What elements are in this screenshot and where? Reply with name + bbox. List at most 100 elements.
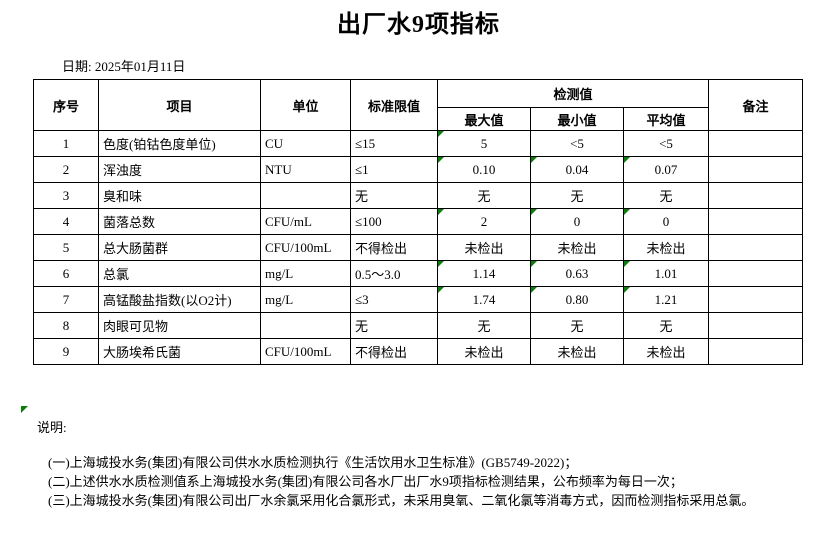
cell-text: 菌落总数 — [103, 215, 156, 230]
cell-flag-triangle-icon — [531, 261, 537, 267]
cell-text: 未检出 — [464, 241, 504, 256]
cell-text: 1.01 — [654, 265, 678, 281]
cell-limit: ≤15 — [350, 130, 438, 157]
cell-remark — [708, 130, 804, 157]
cell-remark — [708, 208, 804, 235]
cell-text: 无 — [477, 319, 491, 334]
cell-min: 无 — [530, 182, 624, 209]
cell-text: ≤15 — [355, 135, 376, 151]
cell-no: 2 — [33, 156, 99, 183]
cell-text: 5 — [480, 135, 488, 151]
cell-text: CU — [265, 135, 284, 151]
cell-avg: 未检出 — [622, 338, 710, 365]
header-row-2: 最大值 最小值 平均值 — [34, 107, 803, 131]
col-header-unit: 单位 — [260, 79, 351, 131]
cell-text: 无 — [570, 319, 584, 334]
note-line-3: (三)上海城投水务(集团)有限公司出厂水余氯采用化合氯形式，未采用臭氧、二氧化氯… — [48, 493, 755, 508]
note-line-2: (二)上述供水水质检测值系上海城投水务(集团)有限公司各水厂出厂水9项指标检测结… — [48, 474, 683, 489]
header-row-1: 序号 项目 单位 标准限值 检测值 备注 — [33, 79, 804, 131]
cell-no: 7 — [33, 286, 99, 313]
notes-section: 说明: (一)上海城投水务(集团)有限公司供水水质检测执行《生活饮用水卫生标准》… — [37, 417, 754, 510]
cell-text: CFU/100mL — [265, 239, 332, 255]
cell-text: 4 — [62, 213, 70, 229]
cell-item: 大肠埃希氏菌 — [98, 338, 261, 365]
cell-flag-triangle-icon — [531, 157, 537, 163]
flag-triangle-icon — [21, 406, 28, 413]
cell-unit: CFU/100mL — [260, 234, 351, 261]
cell-remark — [708, 182, 804, 209]
notes-label: 说明: — [37, 420, 67, 435]
cell-max: 无 — [437, 312, 531, 339]
table-row: 9 大肠埃希氏菌 CFU/100mL 不得检出 未检出 未检出 未检出 — [33, 338, 804, 365]
cell-unit: CFU/100mL — [260, 338, 351, 365]
cell-no: 5 — [33, 234, 99, 261]
cell-text: 2 — [480, 213, 488, 229]
cell-no: 8 — [33, 312, 99, 339]
cell-no: 9 — [33, 338, 99, 365]
cell-avg: 无 — [622, 312, 710, 339]
cell-text: 未检出 — [557, 345, 597, 360]
cell-avg: 1.01 — [622, 260, 710, 287]
cell-text: 浑浊度 — [103, 163, 143, 178]
cell-remark — [708, 234, 804, 261]
cell-avg: 未检出 — [622, 234, 710, 261]
cell-text: ≤100 — [355, 213, 382, 229]
note-line-1: (一)上海城投水务(集团)有限公司供水水质检测执行《生活饮用水卫生标准》(GB5… — [48, 455, 578, 470]
cell-text: 无 — [477, 189, 491, 204]
cell-min: 0.80 — [530, 286, 624, 313]
cell-max: 未检出 — [437, 234, 531, 261]
cell-text: 2 — [62, 161, 70, 177]
cell-item: 肉眼可见物 — [98, 312, 261, 339]
cell-avg: 0 — [622, 208, 710, 235]
col-header-limit: 标准限值 — [350, 79, 438, 131]
cell-item: 浑浊度 — [98, 156, 261, 183]
table-row: 2 浑浊度 NTU ≤1 0.10 0.04 0.07 — [33, 156, 804, 183]
cell-text: 总氯 — [103, 267, 130, 282]
cell-text: 无 — [659, 189, 673, 204]
col-header-item: 项目 — [98, 79, 261, 131]
page-title: 出厂水9项指标 — [337, 12, 500, 38]
table-row: 1 色度(铂钴色度单位) CU ≤15 5 <5 <5 — [33, 130, 804, 157]
cell-flag-triangle-icon — [438, 261, 444, 267]
cell-text: mg/L — [265, 265, 294, 281]
cell-min: <5 — [530, 130, 624, 157]
cell-limit: 0.5～3.0 — [350, 260, 438, 287]
cell-unit: mg/L — [260, 260, 351, 287]
table-row: 3 臭和味 无 无 无 无 — [33, 182, 804, 209]
cell-text: ≤3 — [355, 291, 369, 307]
cell-remark — [708, 312, 804, 339]
cell-min: 0 — [530, 208, 624, 235]
cell-text: 未检出 — [646, 345, 686, 360]
cell-text: 高锰酸盐指数(以O2计) — [103, 293, 232, 308]
cell-flag-triangle-icon — [624, 261, 630, 267]
cell-unit — [260, 312, 351, 339]
table-row: 5 总大肠菌群 CFU/100mL 不得检出 未检出 未检出 未检出 — [33, 234, 804, 261]
table-body: 1 色度(铂钴色度单位) CU ≤15 5 <5 <5 2 浑浊度 NTU ≤1 0.10 0.04 0.… — [33, 130, 804, 365]
cell-flag-triangle-icon — [438, 209, 444, 215]
cell-item: 总大肠菌群 — [98, 234, 261, 261]
cell-remark — [708, 286, 804, 313]
table-row: 8 肉眼可见物 无 无 无 无 — [33, 312, 804, 339]
cell-remark — [708, 260, 804, 287]
cell-min: 0.04 — [530, 156, 624, 183]
cell-remark — [708, 338, 804, 365]
cell-text: 8 — [62, 317, 70, 333]
cell-text: 总大肠菌群 — [103, 241, 169, 256]
cell-text: 7 — [62, 291, 70, 307]
cell-no: 6 — [33, 260, 99, 287]
cell-text: CFU/mL — [265, 213, 312, 229]
cell-text: 未检出 — [646, 241, 686, 256]
cell-limit: 无 — [350, 312, 438, 339]
cell-flag-triangle-icon — [438, 287, 444, 293]
cell-unit — [260, 182, 351, 209]
cell-text: 0.10 — [472, 161, 496, 177]
cell-text: NTU — [265, 161, 292, 177]
table-row: 7 高锰酸盐指数(以O2计) mg/L ≤3 1.74 0.80 1.21 — [33, 286, 804, 313]
cell-flag-triangle-icon — [624, 287, 630, 293]
cell-text: 1 — [62, 135, 70, 151]
cell-max: 0.10 — [437, 156, 531, 183]
cell-item: 菌落总数 — [98, 208, 261, 235]
cell-max: 5 — [437, 130, 531, 157]
cell-text: CFU/100mL — [265, 343, 332, 359]
cell-text: 6 — [62, 265, 70, 281]
